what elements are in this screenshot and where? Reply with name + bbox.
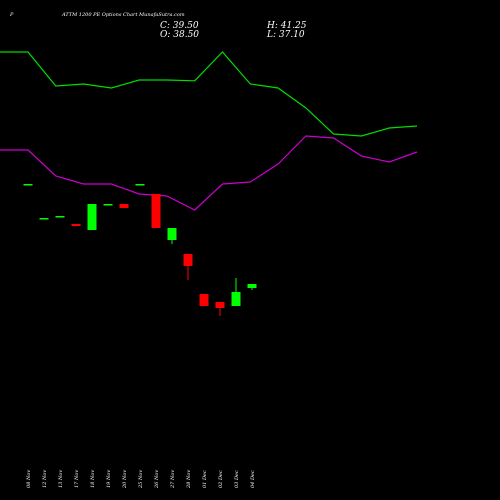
x-axis-labels: 08 Nov 12 Nov 13 Nov 17 Nov 18 Nov 19 Nov 20 N… [26, 470, 256, 489]
x-tick-label: 17 Nov [74, 470, 80, 488]
x-tick-label: 12 Nov [42, 470, 48, 488]
close-value: C: 39.50 [160, 21, 199, 31]
candle [71, 224, 81, 226]
x-tick-label: 02 Dec [218, 470, 224, 488]
x-tick-label: 01 Dec [202, 470, 208, 488]
candle-body [55, 216, 65, 218]
x-tick-label: 20 Nov [122, 470, 128, 489]
x-tick-label: 08 Nov [26, 470, 32, 488]
upper-band-line [0, 51, 418, 137]
candle [151, 194, 161, 228]
candle-body [103, 204, 113, 206]
candle [183, 254, 193, 280]
candle [23, 184, 33, 186]
candle-body [151, 194, 161, 228]
x-tick-label: 03 Dec [234, 470, 240, 488]
candle-body [183, 254, 193, 266]
candle [231, 278, 241, 306]
candle [87, 204, 97, 230]
chart-title: ATTM 1200 PE Options Chart MunafaSutra.c… [61, 12, 185, 18]
x-tick-label: 25 Nov [138, 470, 144, 489]
candle-body [39, 218, 49, 220]
x-tick-label: 27 Nov [170, 470, 176, 489]
candle [55, 216, 65, 218]
chart-prefix: P [9, 12, 14, 18]
bands-layer [0, 51, 418, 211]
candle-body [119, 204, 129, 208]
lower-band-line [0, 135, 418, 211]
low-value: L: 37.10 [266, 30, 305, 40]
candle-body [87, 204, 97, 230]
candles-layer [23, 184, 257, 316]
candle [39, 218, 49, 220]
candle-body [23, 184, 33, 186]
x-tick-label: 19 Nov [106, 470, 112, 488]
candle-body [231, 292, 241, 306]
candle [135, 184, 145, 186]
candle [167, 228, 177, 244]
open-value: O: 38.50 [160, 30, 199, 40]
candle [247, 284, 257, 290]
candle-body [167, 228, 177, 240]
x-tick-label: 18 Nov [90, 470, 96, 488]
candle [119, 204, 129, 208]
candle [199, 294, 209, 306]
x-tick-label: 28 Nov [186, 470, 192, 489]
x-tick-label: 04 Dec [250, 470, 256, 488]
x-tick-label: 26 Nov [154, 470, 160, 489]
candle-body [71, 224, 81, 226]
candle [215, 302, 225, 316]
candle-body [135, 184, 145, 186]
x-tick-label: 13 Nov [58, 470, 64, 488]
candle-body [215, 302, 225, 308]
candle-body [199, 294, 209, 306]
high-value: H: 41.25 [266, 21, 307, 31]
candle-body [247, 284, 257, 288]
candle [103, 204, 113, 206]
